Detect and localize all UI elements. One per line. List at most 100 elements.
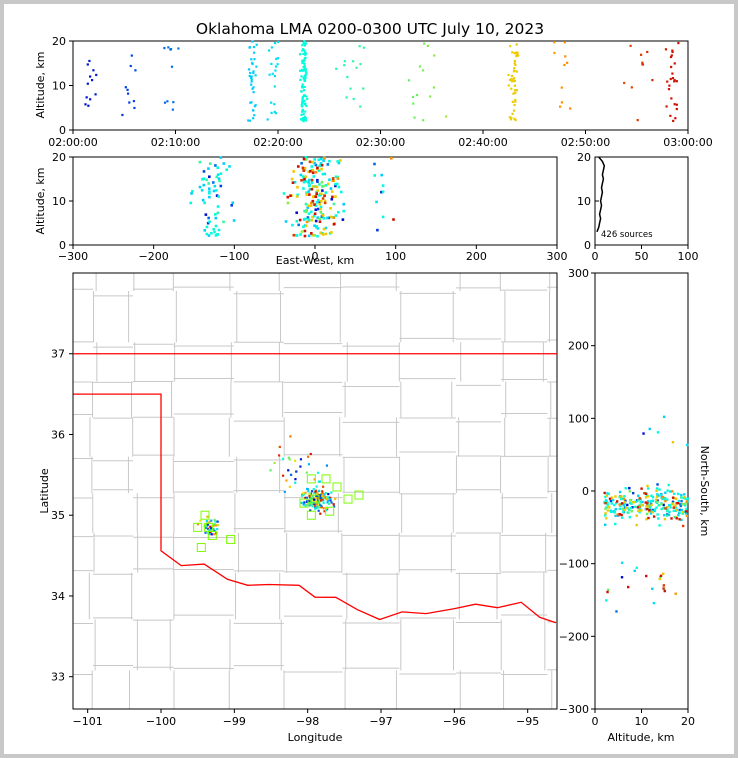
source-point [515, 43, 518, 46]
source-point [308, 169, 312, 173]
source-point [319, 231, 322, 235]
source-point [310, 210, 313, 214]
source-point [322, 499, 325, 502]
source-point [204, 526, 208, 530]
source-point [323, 493, 326, 496]
source-point [684, 502, 687, 505]
source-point [305, 220, 309, 224]
station-marker [325, 506, 335, 516]
source-point [322, 227, 326, 231]
source-point [252, 71, 255, 75]
source-point [663, 513, 666, 517]
source-point [301, 116, 305, 120]
source-point [323, 201, 327, 205]
source-point [327, 502, 331, 505]
source-point [306, 500, 309, 503]
source-point [300, 179, 303, 182]
source-point [291, 223, 294, 227]
count-tick-label: 100 [678, 250, 699, 263]
source-point [655, 487, 659, 490]
source-point [672, 506, 675, 509]
source-point [664, 48, 668, 51]
source-point [273, 103, 276, 106]
ew-tick-label: 200 [466, 250, 487, 263]
source-point [649, 505, 652, 508]
source-point [606, 492, 609, 495]
station-marker [193, 522, 203, 532]
source-point [290, 177, 294, 181]
source-point [252, 86, 255, 89]
source-point [629, 506, 633, 510]
source-point [303, 57, 307, 60]
source-point [255, 65, 258, 68]
ns-tick-label: 300 [568, 267, 589, 280]
source-point [212, 524, 216, 527]
east-west-axes [72, 156, 558, 246]
source-point [666, 489, 669, 492]
source-point [304, 68, 307, 71]
source-point [318, 217, 321, 221]
source-point [646, 507, 649, 511]
source-point [276, 57, 280, 60]
source-point [655, 495, 659, 498]
source-point [660, 502, 663, 506]
source-point [313, 185, 317, 188]
source-point [651, 79, 654, 82]
source-point [318, 503, 322, 506]
source-point [512, 77, 516, 80]
source-point [288, 458, 291, 461]
source-point [270, 46, 273, 49]
source-point [124, 86, 127, 89]
source-point [267, 49, 271, 52]
source-point [316, 216, 319, 219]
source-point [207, 167, 210, 170]
source-point [311, 160, 315, 164]
source-point [301, 59, 304, 62]
source-point [655, 506, 658, 509]
source-point [313, 234, 316, 237]
time-tick-label: 02:10:00 [151, 136, 200, 149]
source-point [207, 234, 211, 237]
source-point [640, 53, 643, 56]
source-point [669, 77, 672, 81]
source-point [641, 61, 644, 64]
longitude-tick-label: −101 [73, 715, 103, 728]
source-point [302, 120, 305, 123]
source-point [642, 432, 645, 435]
source-point [319, 494, 322, 497]
source-point [678, 518, 681, 521]
source-point [329, 207, 332, 210]
source-point [652, 601, 656, 605]
source-point [603, 523, 607, 527]
source-point [628, 486, 631, 490]
source-point [287, 456, 290, 459]
source-point [516, 53, 519, 56]
source-count-label: 426 sources [601, 230, 653, 240]
source-point [651, 496, 655, 499]
source-point [320, 167, 323, 171]
source-point [316, 180, 319, 184]
source-point [610, 502, 613, 505]
ns-tick-label: −300 [559, 703, 589, 716]
source-point [307, 234, 311, 238]
source-point [613, 503, 616, 507]
source-point [277, 454, 281, 457]
source-point [207, 187, 211, 190]
source-point [670, 54, 673, 57]
source-point [614, 522, 617, 526]
source-point [316, 227, 320, 230]
source-point [648, 506, 652, 510]
source-point [319, 157, 323, 161]
time-tick-label: 02:20:00 [253, 136, 302, 149]
source-point [306, 216, 310, 219]
source-point [615, 500, 619, 503]
source-point [295, 211, 299, 215]
source-point [301, 109, 304, 112]
source-point [656, 513, 659, 516]
source-point [269, 469, 272, 472]
source-point [329, 187, 333, 190]
station-marker [332, 482, 342, 492]
source-point [205, 524, 208, 528]
source-point [299, 118, 303, 121]
ns-altitude-tick-label: 20 [681, 715, 695, 728]
